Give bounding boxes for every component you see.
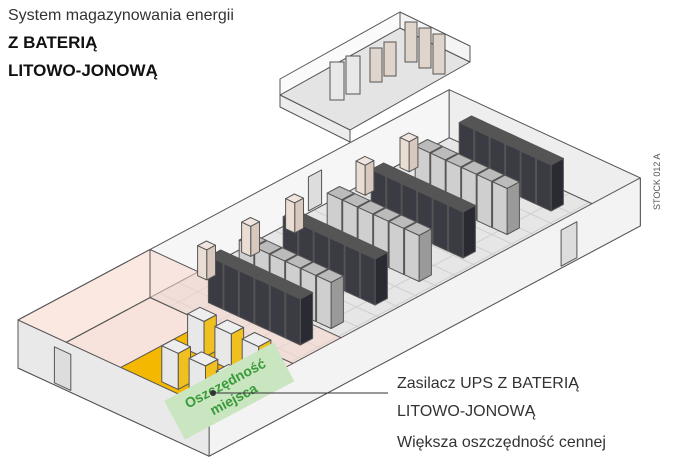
rack	[537, 152, 564, 211]
rack	[317, 269, 344, 328]
callout-title: LITOWO-JONOWĄ	[397, 403, 536, 420]
door	[308, 170, 321, 211]
callout-description: Większa oszczędność cennej	[397, 434, 606, 451]
rack-side	[405, 229, 420, 282]
rack	[162, 339, 191, 389]
rack-front	[375, 252, 387, 305]
rack-side	[537, 158, 552, 211]
rack-front	[507, 182, 519, 235]
rack-front	[409, 137, 418, 172]
rack	[330, 62, 344, 100]
rack-front	[419, 229, 431, 282]
rack	[370, 48, 382, 82]
rack-front	[300, 292, 312, 345]
rack-side	[361, 252, 376, 305]
rack-side	[286, 199, 295, 233]
rack	[198, 241, 216, 280]
callout-title: Zasilacz UPS Z BATERIĄ	[397, 375, 579, 392]
door	[54, 347, 70, 391]
rack-side	[433, 198, 448, 251]
rack	[188, 307, 217, 357]
rack-front	[331, 276, 343, 329]
rack-front	[251, 222, 260, 257]
rack	[405, 22, 417, 62]
door	[561, 222, 577, 267]
rack	[384, 42, 396, 76]
rack-side	[270, 285, 285, 338]
rack	[405, 222, 432, 281]
rack-side	[400, 138, 409, 172]
rack	[493, 175, 520, 234]
rack-front	[207, 245, 216, 280]
rack-front	[365, 161, 374, 196]
title: System magazynowania energii	[8, 7, 234, 24]
rack	[356, 156, 374, 195]
rack-side	[255, 278, 270, 331]
rack	[449, 199, 476, 258]
rack	[361, 246, 388, 305]
rack-side	[345, 245, 360, 298]
rack	[286, 286, 313, 345]
rack	[286, 194, 304, 233]
subtitle: Z BATERIĄ	[8, 33, 97, 52]
rack-front	[295, 198, 304, 233]
illustration: Oszczędność miejsca Zasilacz UPS Z BATER…	[0, 0, 678, 468]
page: Oszczędność miejsca Zasilacz UPS Z BATER…	[0, 0, 678, 468]
rack-side	[449, 205, 464, 258]
rack-side	[521, 151, 536, 204]
rack-front	[551, 158, 563, 211]
rack	[400, 133, 418, 172]
subtitle: LITOWO-JONOWĄ	[8, 61, 158, 80]
rack-side	[242, 222, 251, 256]
rack-side	[493, 182, 508, 235]
rack	[346, 56, 360, 94]
rack-side	[198, 246, 207, 280]
rack	[419, 28, 431, 68]
rack	[433, 34, 445, 74]
rack-side	[286, 292, 301, 345]
rack	[242, 218, 260, 257]
rack-side	[317, 276, 332, 329]
rack-front	[463, 205, 475, 258]
rack-side	[389, 222, 404, 275]
rack-side	[224, 264, 239, 317]
stock-code: STOCK 012 A	[652, 154, 662, 210]
rack-side	[477, 175, 492, 228]
rack-side	[162, 346, 178, 390]
rack-side	[239, 271, 254, 324]
rack-side	[356, 161, 365, 195]
